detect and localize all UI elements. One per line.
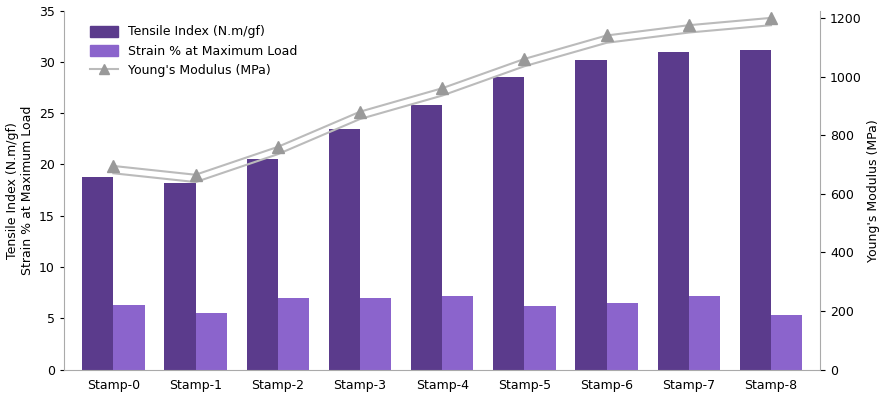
Bar <box>688 296 720 370</box>
Bar <box>494 77 525 370</box>
Bar <box>607 303 638 370</box>
Bar <box>411 105 442 370</box>
Bar <box>246 159 277 370</box>
Legend: Tensile Index (N.m/gf), Strain % at Maximum Load, Young's Modulus (MPa): Tensile Index (N.m/gf), Strain % at Maxi… <box>85 20 302 82</box>
Bar <box>525 306 556 370</box>
Bar <box>277 298 309 370</box>
Bar <box>196 313 227 370</box>
Bar <box>657 52 688 370</box>
Bar <box>164 183 196 370</box>
Bar <box>771 315 802 370</box>
Bar <box>442 296 473 370</box>
Bar <box>113 305 144 370</box>
Bar <box>82 177 113 370</box>
Y-axis label: Tensile Index (N.m/gf)
Strain % at Maximum Load: Tensile Index (N.m/gf) Strain % at Maxim… <box>5 105 34 275</box>
Bar <box>575 60 607 370</box>
Bar <box>329 129 360 370</box>
Y-axis label: Young's Modulus (MPa): Young's Modulus (MPa) <box>867 119 881 261</box>
Bar <box>740 49 771 370</box>
Bar <box>360 298 392 370</box>
